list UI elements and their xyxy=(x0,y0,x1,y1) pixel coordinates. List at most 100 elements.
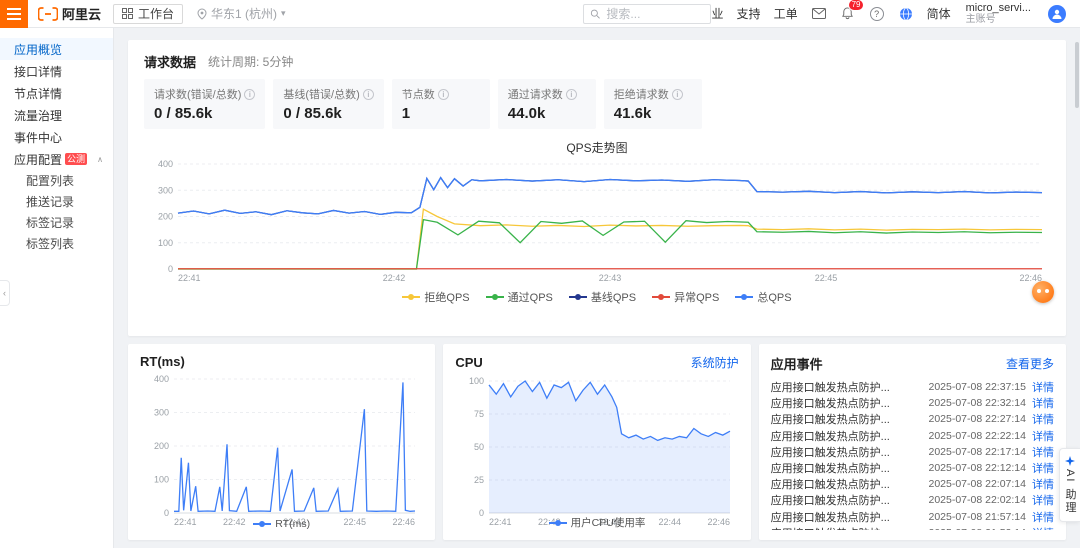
event-detail-link[interactable]: 详情 xyxy=(1031,382,1054,395)
language-switch[interactable]: 简体 xyxy=(926,7,951,21)
nav-support[interactable]: 支持 xyxy=(736,7,761,21)
svg-text:22:41: 22:41 xyxy=(489,517,512,527)
event-time: 2025-07-08 22:02:14 xyxy=(928,494,1026,507)
stat-period-label: 统计周期: 5分钟 xyxy=(208,55,294,69)
account-role: 主账号 xyxy=(965,13,996,25)
system-protection-link[interactable]: 系统防护 xyxy=(690,356,739,370)
event-detail-link[interactable]: 详情 xyxy=(1032,525,1054,530)
aliyun-logo[interactable]: 阿里云 xyxy=(38,4,101,23)
event-time: 2025-07-08 22:22:14 xyxy=(928,429,1026,442)
sidebar-item-event-center[interactable]: 事件中心 xyxy=(14,130,63,145)
sidebar-item-tag-records[interactable]: 标签记录 xyxy=(26,216,75,230)
aliyun-logo-icon xyxy=(38,6,58,21)
stat-rejected-requests: 拒绝请求数 i 41.6k xyxy=(603,79,702,129)
stat-request-count: 请求数(错误/总数) i 0 / 85.6k xyxy=(144,79,266,129)
info-icon[interactable]: i xyxy=(362,88,374,100)
sidebar-item-node-details[interactable]: 节点详情 xyxy=(14,86,63,101)
svg-text:100: 100 xyxy=(154,475,169,485)
svg-text:22:46: 22:46 xyxy=(708,517,731,527)
assistant-mascot-button[interactable] xyxy=(1032,281,1054,303)
ai-assistant-tab[interactable]: AI 助理 xyxy=(1059,448,1080,523)
sidebar-item-app-overview[interactable]: 应用概览 xyxy=(0,38,113,60)
event-text: 应用接口触发热点防护... xyxy=(770,446,890,459)
rt-chart[interactable]: 0 100 200 300 400 22:41 22:42 22:43 22:45 22:46 xyxy=(140,373,423,527)
svg-text:0: 0 xyxy=(479,508,484,518)
svg-text:400: 400 xyxy=(154,374,169,384)
hamburger-menu-button[interactable] xyxy=(0,0,28,28)
legend-item-基线QPS[interactable]: 基线QPS xyxy=(568,289,636,305)
rt-panel: RT(ms) 0 100 200 300 400 22:41 22:42 22:43 22:45… xyxy=(128,344,436,540)
event-detail-link[interactable]: 详情 xyxy=(1031,495,1054,508)
svg-text:22:46: 22:46 xyxy=(392,517,415,527)
view-more-link[interactable]: 查看更多 xyxy=(1005,357,1054,371)
stat-value: 0 / 85.6k xyxy=(283,105,342,122)
stats-row: 请求数(错误/总数) i 0 / 85.6k 基线(错误/总数) i 0 / 85.… xyxy=(144,79,1050,129)
svg-text:0: 0 xyxy=(168,264,173,274)
nav-tickets[interactable]: 工单 xyxy=(773,7,798,21)
info-icon[interactable]: i xyxy=(437,88,449,100)
info-icon[interactable]: i xyxy=(671,88,683,100)
event-row: 应用接口触发热点防护... 2025-07-08 22:32:14 详情 xyxy=(771,395,1054,411)
stat-node-count: 节点数 i 1 xyxy=(391,79,490,129)
legend-item-异常QPS[interactable]: 异常QPS xyxy=(652,289,719,305)
rt-legend: RT(ms) xyxy=(140,518,423,530)
legend-label: 拒绝QPS xyxy=(424,292,470,304)
legend-item-总QPS[interactable]: 总QPS xyxy=(735,289,792,305)
sidebar-item-tag-list[interactable]: 标签列表 xyxy=(26,237,75,251)
event-list: 应用接口触发热点防护... 2025-07-08 22:37:15 详情 应用接… xyxy=(771,379,1054,530)
event-detail-link[interactable]: 详情 xyxy=(1031,479,1054,492)
sidebar-collapse-handle[interactable]: ‹ xyxy=(0,280,10,306)
event-detail-link[interactable]: 详情 xyxy=(1031,511,1054,524)
scrollbar-thumb[interactable] xyxy=(1075,42,1079,108)
legend-item-拒绝QPS[interactable]: 拒绝QPS xyxy=(402,289,470,305)
event-detail-link[interactable]: 详情 xyxy=(1031,463,1054,476)
ai-assistant-label: AI 助理 xyxy=(1064,469,1076,515)
svg-text:50: 50 xyxy=(474,442,484,452)
info-icon[interactable]: i xyxy=(244,88,256,100)
top-header: 阿里云 工作台 华东1 (杭州) ▾ 费用 ICP 备案 企业 支持 工单 xyxy=(0,0,1080,28)
message-icon[interactable] xyxy=(811,6,827,22)
event-detail-link[interactable]: 详情 xyxy=(1031,430,1054,443)
legend-marker-icon xyxy=(568,294,587,300)
svg-text:22:42: 22:42 xyxy=(383,273,406,283)
qps-chart[interactable]: 0 100 200 300 400 22:41 22:42 22:43 22:45 22:46 xyxy=(144,158,1050,284)
workbench-button[interactable]: 工作台 xyxy=(113,3,184,24)
event-row: 应用接口触发热点防护... 2025-07-08 21:52:14 详情 xyxy=(771,525,1054,530)
help-icon[interactable]: ? xyxy=(869,6,885,22)
avatar[interactable] xyxy=(1048,4,1066,23)
request-data-panel: 请求数据 统计周期: 5分钟 请求数(错误/总数) i 0 / 85.6k 基线(… xyxy=(128,40,1066,336)
sidebar-item-config-list[interactable]: 配置列表 xyxy=(26,174,75,188)
event-time: 2025-07-08 22:17:14 xyxy=(928,445,1026,458)
legend-label: 用户CPU使用率 xyxy=(570,517,646,529)
svg-text:400: 400 xyxy=(158,159,173,169)
sidebar-item-interface-details[interactable]: 接口详情 xyxy=(14,64,63,79)
legend-item-RT(ms)[interactable]: RT(ms) xyxy=(253,518,310,530)
region-selector[interactable]: 华东1 (杭州) ▾ xyxy=(197,5,286,22)
event-text: 应用接口触发热点防护... xyxy=(771,525,923,530)
svg-text:22:44: 22:44 xyxy=(659,517,682,527)
events-title: 应用事件 xyxy=(770,357,823,372)
sidebar-subgroup: 配置列表 推送记录 标签记录 标签列表 xyxy=(0,170,113,254)
global-search[interactable] xyxy=(583,4,711,24)
event-detail-link[interactable]: 详情 xyxy=(1031,446,1054,459)
sidebar-item-traffic-governance[interactable]: 流量治理 xyxy=(14,108,63,123)
user-icon xyxy=(1052,9,1062,19)
globe-icon[interactable] xyxy=(898,6,914,22)
svg-text:0: 0 xyxy=(164,508,169,518)
bell-icon[interactable]: 79 xyxy=(840,0,865,22)
info-icon[interactable]: i xyxy=(565,88,577,100)
sidebar-item-app-config[interactable]: 应用配置 公测 ∧ xyxy=(14,152,103,167)
event-time: 2025-07-08 22:27:14 xyxy=(928,413,1026,426)
event-text: 应用接口触发热点防护... xyxy=(770,414,890,427)
event-detail-link[interactable]: 详情 xyxy=(1031,414,1054,427)
legend-item-用户CPU使用率[interactable]: 用户CPU使用率 xyxy=(548,515,646,530)
svg-text:22:46: 22:46 xyxy=(1019,273,1042,283)
event-detail-link[interactable]: 详情 xyxy=(1031,398,1054,411)
search-input[interactable] xyxy=(604,6,704,22)
legend-marker-icon xyxy=(253,521,272,527)
legend-item-通过QPS[interactable]: 通过QPS xyxy=(485,289,553,305)
svg-text:200: 200 xyxy=(158,212,173,222)
account-info[interactable]: micro_servi... 主账号 xyxy=(965,2,1031,25)
sidebar-item-push-records[interactable]: 推送记录 xyxy=(26,195,75,209)
